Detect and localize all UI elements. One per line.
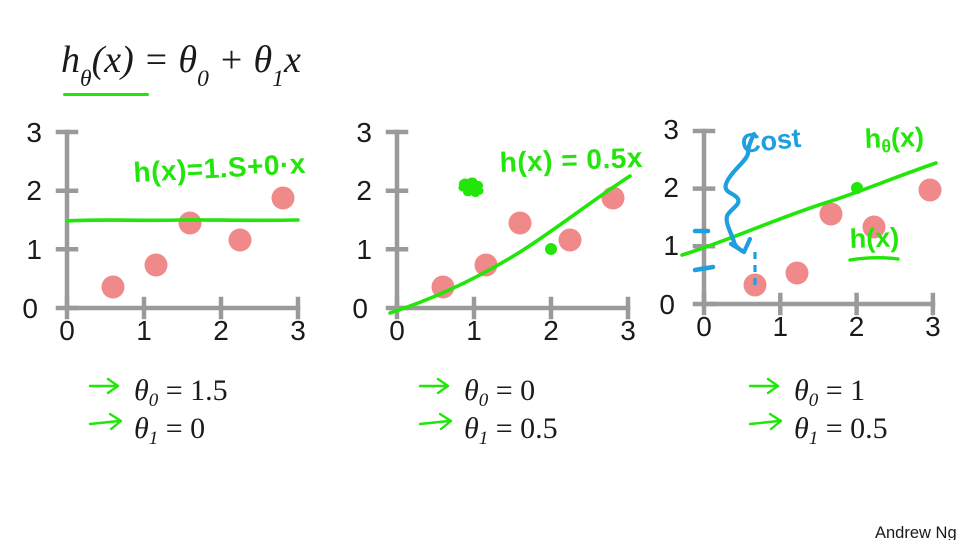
svg-text:θ1 = 0.5: θ1 = 0.5	[794, 412, 888, 449]
svg-text:θ0 = 1: θ0 = 1	[794, 374, 865, 411]
svg-text:θ0 = 0: θ0 = 0	[464, 374, 535, 411]
svg-text:θ1 = 0: θ1 = 0	[134, 412, 205, 449]
svg-text:θ1 = 0.5: θ1 = 0.5	[464, 412, 558, 449]
svg-text:θ0 = 1.5: θ0 = 1.5	[134, 374, 228, 411]
